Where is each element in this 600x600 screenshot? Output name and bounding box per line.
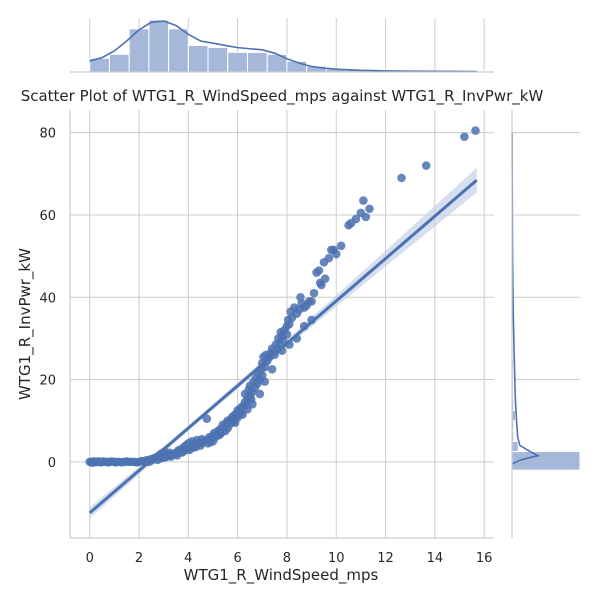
regression-line: [88, 179, 478, 515]
scatter-point: [230, 418, 240, 428]
y-marginal-histogram: [511, 110, 581, 538]
scatter-point: [317, 280, 326, 290]
axes: 0 2 4 6 8 10 12 14 16 0 20 40 60 80: [39, 110, 494, 566]
scatter-point: [206, 437, 215, 447]
x-tick-label: 0: [86, 551, 94, 566]
scatter-point: [255, 389, 265, 399]
scatter-point: [314, 266, 324, 275]
x-tick-label: 2: [135, 551, 143, 566]
x-histogram-bar: [246, 51, 268, 73]
scatter-point: [267, 364, 277, 374]
scatter-point: [421, 161, 431, 170]
x-marginal-histogram: [70, 18, 494, 73]
y-axis-label: WTG1_R_InvPwr_kW: [16, 248, 35, 400]
scatter-point: [351, 214, 361, 224]
scatter-point: [196, 438, 205, 448]
scatter-point: [361, 212, 371, 222]
x-tick-label: 10: [328, 551, 345, 566]
scatter-point: [460, 132, 469, 142]
scatter-points: [85, 126, 480, 467]
scatter-point: [309, 288, 319, 298]
scatter-point: [307, 297, 316, 306]
scatter-point: [365, 204, 374, 214]
x-histogram-bar: [227, 51, 248, 73]
x-tick-label: 12: [377, 551, 394, 566]
x-axis-label: WTG1_R_WindSpeed_mps: [184, 566, 379, 585]
x-tick-label: 6: [233, 551, 241, 566]
x-kde-curve: [89, 20, 477, 73]
y-kde-curve: [511, 132, 541, 465]
scatter-point: [471, 126, 480, 135]
scatter-point: [202, 414, 212, 423]
y-tick-label: 40: [39, 291, 56, 306]
x-histogram-bar: [187, 45, 209, 73]
regression-line-path: [88, 179, 478, 515]
scatter-point: [359, 196, 368, 205]
chart-title: Scatter Plot of WTG1_R_WindSpeed_mps aga…: [21, 87, 544, 106]
scatter-point: [248, 399, 257, 409]
x-histogram-bar: [148, 19, 170, 73]
x-tick-label: 8: [283, 551, 291, 566]
x-histogram-bar: [168, 28, 189, 73]
y-tick-label: 0: [48, 456, 56, 471]
scatter-point: [260, 377, 270, 386]
x-histogram-bar: [207, 46, 229, 73]
scatter-point: [331, 249, 341, 259]
scatter-point: [166, 450, 176, 460]
scatter-panel: 0 2 4 6 8 10 12 14 16 0 20 40 60 80: [39, 110, 494, 566]
y-tick-label: 80: [39, 127, 56, 142]
scatter-point: [223, 423, 233, 433]
y-histogram-bar: [511, 440, 519, 453]
scatter-point: [397, 173, 406, 183]
y-tick-label: 60: [39, 209, 56, 224]
scatter-point: [278, 336, 288, 345]
scatter-point: [282, 329, 292, 339]
x-tick-label: 4: [184, 551, 192, 566]
scatter-point: [336, 241, 346, 251]
scatter-point: [324, 253, 334, 263]
x-histogram-bar: [108, 53, 130, 73]
scatter-point: [179, 446, 188, 456]
scatter-point: [216, 429, 225, 439]
x-tick-label: 16: [476, 551, 493, 566]
x-tick-label: 14: [427, 551, 444, 566]
scatter-point: [320, 274, 330, 284]
y-tick-label: 20: [39, 374, 56, 389]
y-histogram-bar: [511, 451, 581, 471]
scatter-point: [188, 443, 198, 452]
